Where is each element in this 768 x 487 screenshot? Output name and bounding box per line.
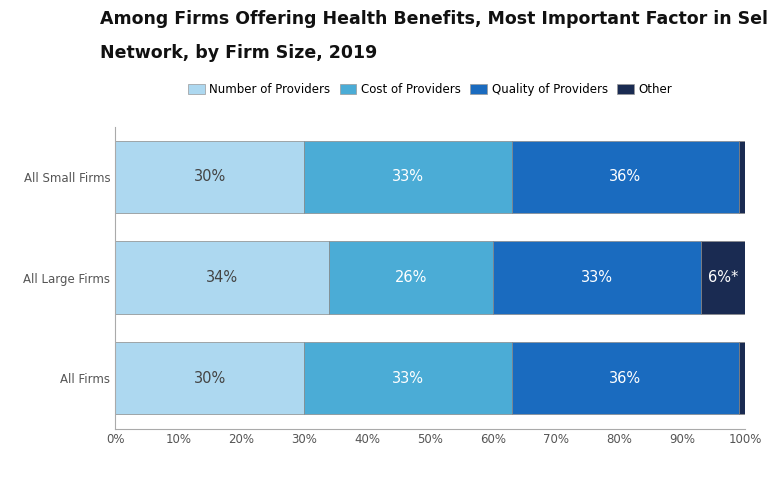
Bar [512, 141, 739, 213]
Bar [115, 141, 304, 213]
Legend: Number of Providers, Cost of Providers, Quality of Providers, Other: Number of Providers, Cost of Providers, … [184, 78, 677, 101]
Text: 36%: 36% [609, 169, 641, 185]
Bar [115, 242, 329, 314]
Bar [329, 242, 493, 314]
Bar [304, 342, 512, 414]
Bar [739, 141, 745, 213]
Text: 36%: 36% [609, 371, 641, 386]
Bar [512, 342, 739, 414]
Bar [304, 141, 512, 213]
Text: 33%: 33% [392, 371, 424, 386]
Text: Among Firms Offering Health Benefits, Most Important Factor in Selecting a Provi: Among Firms Offering Health Benefits, Mo… [100, 10, 768, 28]
Bar [493, 242, 701, 314]
Bar [739, 342, 745, 414]
Text: 34%: 34% [206, 270, 238, 285]
Text: Network, by Firm Size, 2019: Network, by Firm Size, 2019 [100, 44, 377, 62]
Text: 33%: 33% [392, 169, 424, 185]
Text: 26%: 26% [395, 270, 427, 285]
Bar [115, 342, 304, 414]
Text: 30%: 30% [194, 169, 226, 185]
Bar [701, 242, 745, 314]
Text: 6%*: 6%* [708, 270, 738, 285]
Text: 33%: 33% [581, 270, 613, 285]
Text: 30%: 30% [194, 371, 226, 386]
